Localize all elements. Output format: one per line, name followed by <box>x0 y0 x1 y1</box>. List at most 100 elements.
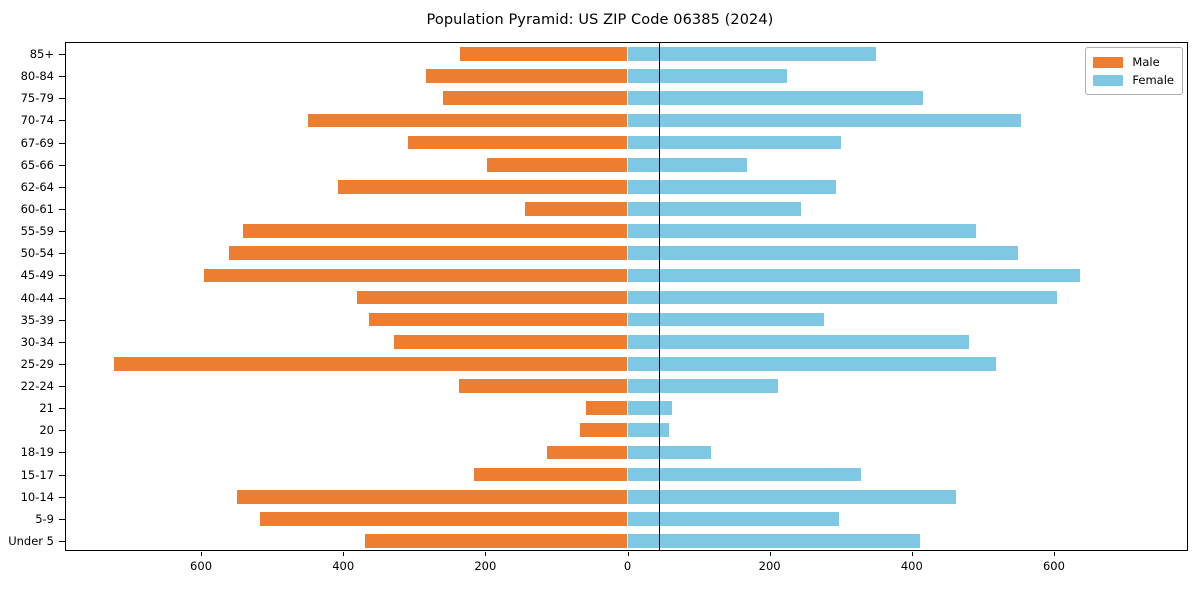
bar-row <box>66 334 1187 349</box>
bar-male[interactable] <box>203 268 628 283</box>
y-axis-tick-label: 55-59 <box>20 224 54 239</box>
bar-male[interactable] <box>260 511 628 526</box>
bar-female[interactable] <box>627 113 1021 128</box>
y-axis-tick-label: 15-17 <box>20 467 54 482</box>
bar-female[interactable] <box>627 423 669 438</box>
bar-male[interactable] <box>237 489 628 504</box>
y-axis-tick-label: 70-74 <box>20 113 54 128</box>
bar-female[interactable] <box>627 534 921 548</box>
y-axis-tick-label: 75-79 <box>20 91 54 106</box>
bar-male[interactable] <box>365 534 628 548</box>
y-axis-tick <box>59 164 66 166</box>
legend-label: Female <box>1132 73 1174 87</box>
bar-female[interactable] <box>627 467 861 482</box>
bar-row <box>66 357 1187 371</box>
bar-female[interactable] <box>627 290 1057 305</box>
bar-male[interactable] <box>242 224 628 238</box>
bar-female[interactable] <box>627 224 976 238</box>
bar-male[interactable] <box>547 445 628 460</box>
y-axis-tick-label: 20 <box>39 423 54 438</box>
bar-male[interactable] <box>459 47 628 61</box>
legend-swatch <box>1093 56 1124 68</box>
bar-male[interactable] <box>338 179 628 194</box>
x-axis-tick <box>769 552 771 556</box>
bar-female[interactable] <box>627 69 788 84</box>
bar-female[interactable] <box>627 47 876 61</box>
bar-male[interactable] <box>443 91 628 106</box>
bar-male[interactable] <box>113 357 628 371</box>
bar-female[interactable] <box>627 379 779 393</box>
bar-row <box>66 47 1187 61</box>
bar-male[interactable] <box>308 113 628 128</box>
bar-row <box>66 246 1187 261</box>
y-axis-tick <box>59 430 66 432</box>
y-axis-tick-label: 18-19 <box>20 445 54 460</box>
bar-male[interactable] <box>368 312 628 327</box>
bar-row <box>66 157 1187 172</box>
x-axis-tick-label: 0 <box>623 559 632 573</box>
bar-male[interactable] <box>585 401 628 415</box>
bar-row <box>66 290 1187 305</box>
legend-label: Male <box>1132 55 1160 69</box>
bar-male[interactable] <box>525 202 628 216</box>
y-axis-tick-label: Under 5 <box>8 533 54 548</box>
y-axis-tick <box>59 452 66 454</box>
y-axis-tick <box>59 297 66 299</box>
bar-male[interactable] <box>487 157 628 172</box>
y-axis-tick-label: 40-44 <box>20 290 54 305</box>
x-axis-tick <box>201 552 203 556</box>
bar-female[interactable] <box>627 202 801 216</box>
bar-female[interactable] <box>627 246 1018 261</box>
y-axis-tick <box>59 341 66 343</box>
bar-female[interactable] <box>627 179 836 194</box>
bar-row <box>66 401 1187 415</box>
bar-male[interactable] <box>426 69 628 84</box>
y-axis-tick <box>59 231 66 233</box>
legend-item[interactable]: Male <box>1093 53 1174 71</box>
bar-female[interactable] <box>627 357 997 371</box>
bar-male[interactable] <box>407 135 628 150</box>
y-axis-tick-label: 5-9 <box>35 511 54 526</box>
y-axis-tick-label: 35-39 <box>20 312 54 327</box>
y-axis-tick-label: 10-14 <box>20 489 54 504</box>
bar-male[interactable] <box>473 467 628 482</box>
x-axis-tick <box>911 552 913 556</box>
bar-female[interactable] <box>627 91 924 106</box>
y-axis-tick <box>59 386 66 388</box>
bar-female[interactable] <box>627 511 839 526</box>
bar-female[interactable] <box>627 334 970 349</box>
y-axis-tick-label: 85+ <box>29 47 54 62</box>
bar-male[interactable] <box>579 423 628 438</box>
bar-female[interactable] <box>627 489 956 504</box>
y-axis-tick <box>59 76 66 78</box>
y-axis-tick <box>59 208 66 210</box>
legend-swatch <box>1093 74 1124 86</box>
y-axis-tick-label: 80-84 <box>20 69 54 84</box>
x-axis-tick-label: 400 <box>900 559 923 573</box>
bar-row <box>66 179 1187 194</box>
x-axis-tick-label: 600 <box>1042 559 1065 573</box>
bar-female[interactable] <box>627 135 842 150</box>
y-axis-tick-label: 60-61 <box>20 201 54 216</box>
bar-row <box>66 445 1187 460</box>
x-axis-tick-label: 400 <box>332 559 355 573</box>
zero-axis-line <box>658 43 660 550</box>
bar-male[interactable] <box>459 379 628 393</box>
x-axis-tick-label: 200 <box>474 559 497 573</box>
legend-item[interactable]: Female <box>1093 71 1174 89</box>
bar-female[interactable] <box>627 157 747 172</box>
y-axis-tick-label: 67-69 <box>20 135 54 150</box>
bar-female[interactable] <box>627 445 711 460</box>
bar-female[interactable] <box>627 401 672 415</box>
bar-female[interactable] <box>627 268 1081 283</box>
y-axis-tick-label: 45-49 <box>20 268 54 283</box>
bar-male[interactable] <box>356 290 628 305</box>
bar-male[interactable] <box>394 334 628 349</box>
y-axis-tick <box>59 186 66 188</box>
bar-row <box>66 423 1187 438</box>
bar-female[interactable] <box>627 312 824 327</box>
y-axis-tick <box>59 253 66 255</box>
bar-male[interactable] <box>229 246 628 261</box>
y-axis-tick <box>59 98 66 100</box>
bar-row <box>66 511 1187 526</box>
